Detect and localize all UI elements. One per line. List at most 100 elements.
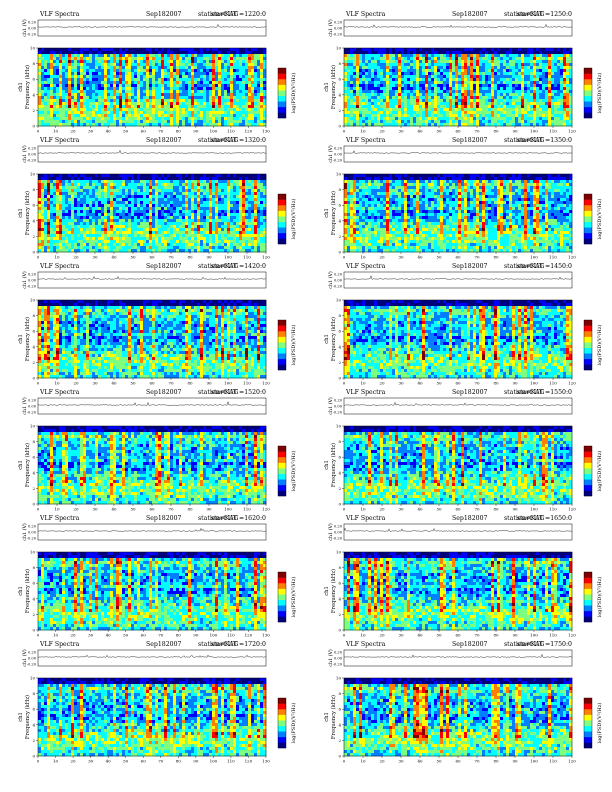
spectrogram-cell <box>77 183 81 187</box>
spectrogram-cell <box>89 177 93 181</box>
spectrogram-cell <box>398 87 402 91</box>
spectrogram-cell <box>56 216 60 220</box>
spectrogram-cell <box>158 99 162 103</box>
spectrogram-cell <box>125 51 129 55</box>
spectrogram-cell <box>539 48 543 52</box>
spectrogram-cell <box>422 63 426 67</box>
spectrogram-cell <box>479 81 483 85</box>
x-tick-label: 50 <box>123 129 129 134</box>
spectrogram-cell <box>140 177 144 181</box>
spectrogram-cell <box>218 63 222 67</box>
spectrogram-cell <box>383 57 387 61</box>
spectrogram-cell <box>239 99 243 103</box>
spectrogram-cell <box>494 90 498 94</box>
spectrogram-cell <box>137 231 141 235</box>
spectrogram-cell <box>401 90 405 94</box>
spectrogram-cell <box>350 57 354 61</box>
spectrogram-cell <box>509 108 513 112</box>
spectrogram-cell <box>182 108 186 112</box>
spectrogram-cell <box>110 222 114 226</box>
spectrogram-cell <box>74 99 78 103</box>
spectrogram-cell <box>251 111 255 115</box>
spectrogram-cell <box>560 111 564 115</box>
spectrogram-cell <box>461 96 465 100</box>
spectrogram-cell <box>122 192 126 196</box>
spectrogram-cell <box>170 54 174 58</box>
spectrogram-cell <box>470 102 474 106</box>
spectrogram-cell <box>107 114 111 118</box>
spectrogram-cell <box>143 108 147 112</box>
spectrogram-cell <box>134 114 138 118</box>
spectrogram-cell <box>440 96 444 100</box>
spectrogram-cell <box>443 87 447 91</box>
spectrogram-cell <box>98 90 102 94</box>
spectrogram-cell <box>68 231 72 235</box>
spectrogram-cell <box>77 117 81 121</box>
spectrogram-cell <box>365 72 369 76</box>
spectrogram-cell <box>185 69 189 73</box>
spectrogram-cell <box>470 75 474 79</box>
spectrogram-cell <box>170 60 174 64</box>
spectrogram-cell <box>515 102 519 106</box>
spectrogram-cell <box>86 114 90 118</box>
spectrogram-cell <box>560 57 564 61</box>
spectrogram-cell <box>173 81 177 85</box>
spectrogram-cell <box>254 93 258 97</box>
spectrogram-cell <box>455 48 459 52</box>
spectrogram-cell <box>71 225 75 229</box>
spectrogram-cell <box>215 60 219 64</box>
spectrogram-cell <box>206 54 210 58</box>
spectrogram-cell <box>242 120 246 124</box>
spectrogram-cell <box>104 174 108 178</box>
spectrogram-cell <box>497 60 501 64</box>
spectrogram-cell <box>521 54 525 58</box>
spectrogram-cell <box>365 84 369 88</box>
spectrogram-cell <box>110 243 114 247</box>
spectrogram-cell <box>365 51 369 55</box>
spectrogram-cell <box>485 57 489 61</box>
spectrogram-cell <box>176 87 180 91</box>
spectrogram-cell <box>566 81 570 85</box>
colorbar-label: log(PSD)(V²/Hz) <box>290 73 297 114</box>
spectrogram-cell <box>263 90 267 94</box>
spectrogram-cell <box>431 60 435 64</box>
spectrogram-cell <box>62 75 66 79</box>
spectrogram-cell <box>125 201 129 205</box>
spectrogram-cell <box>158 63 162 67</box>
spectrogram-cell <box>53 189 57 193</box>
spectrogram-cell <box>137 96 141 100</box>
spectrogram-cell <box>179 90 183 94</box>
spectrogram-cell <box>254 51 258 55</box>
spectrogram-cell <box>62 123 66 127</box>
spectrogram-cell <box>95 72 99 76</box>
spectrogram-cell <box>509 90 513 94</box>
spectrogram-cell <box>218 69 222 73</box>
spectrogram-cell <box>86 117 90 121</box>
spectrogram-cell <box>212 63 216 67</box>
spectrogram-cell <box>59 228 63 232</box>
spectrogram-cell <box>353 75 357 79</box>
spectrogram-cell <box>413 81 417 85</box>
spectrogram-cell <box>512 81 516 85</box>
spectrogram-cell <box>104 69 108 73</box>
spectrogram-cell <box>206 69 210 73</box>
spectrogram-cell <box>41 195 45 199</box>
spectrogram-cell <box>92 105 96 109</box>
spectrogram-cell <box>89 51 93 55</box>
spectrogram-cell <box>107 228 111 232</box>
spectrogram-cell <box>458 48 462 52</box>
spectrogram-cell <box>371 60 375 64</box>
spectrogram-cell <box>47 234 51 238</box>
spectrogram-cell <box>227 111 231 115</box>
spectrogram-cell <box>518 96 522 100</box>
spectrogram-cell <box>482 87 486 91</box>
spectrogram-cell <box>149 78 153 82</box>
spectrogram-cell <box>545 75 549 79</box>
spectrogram-cell <box>521 69 525 73</box>
spectrogram-cell <box>146 123 150 127</box>
spectrogram-cell <box>557 66 561 70</box>
spectrogram-cell <box>71 81 75 85</box>
spectrogram-cell <box>98 93 102 97</box>
spectrogram-cell <box>437 87 441 91</box>
